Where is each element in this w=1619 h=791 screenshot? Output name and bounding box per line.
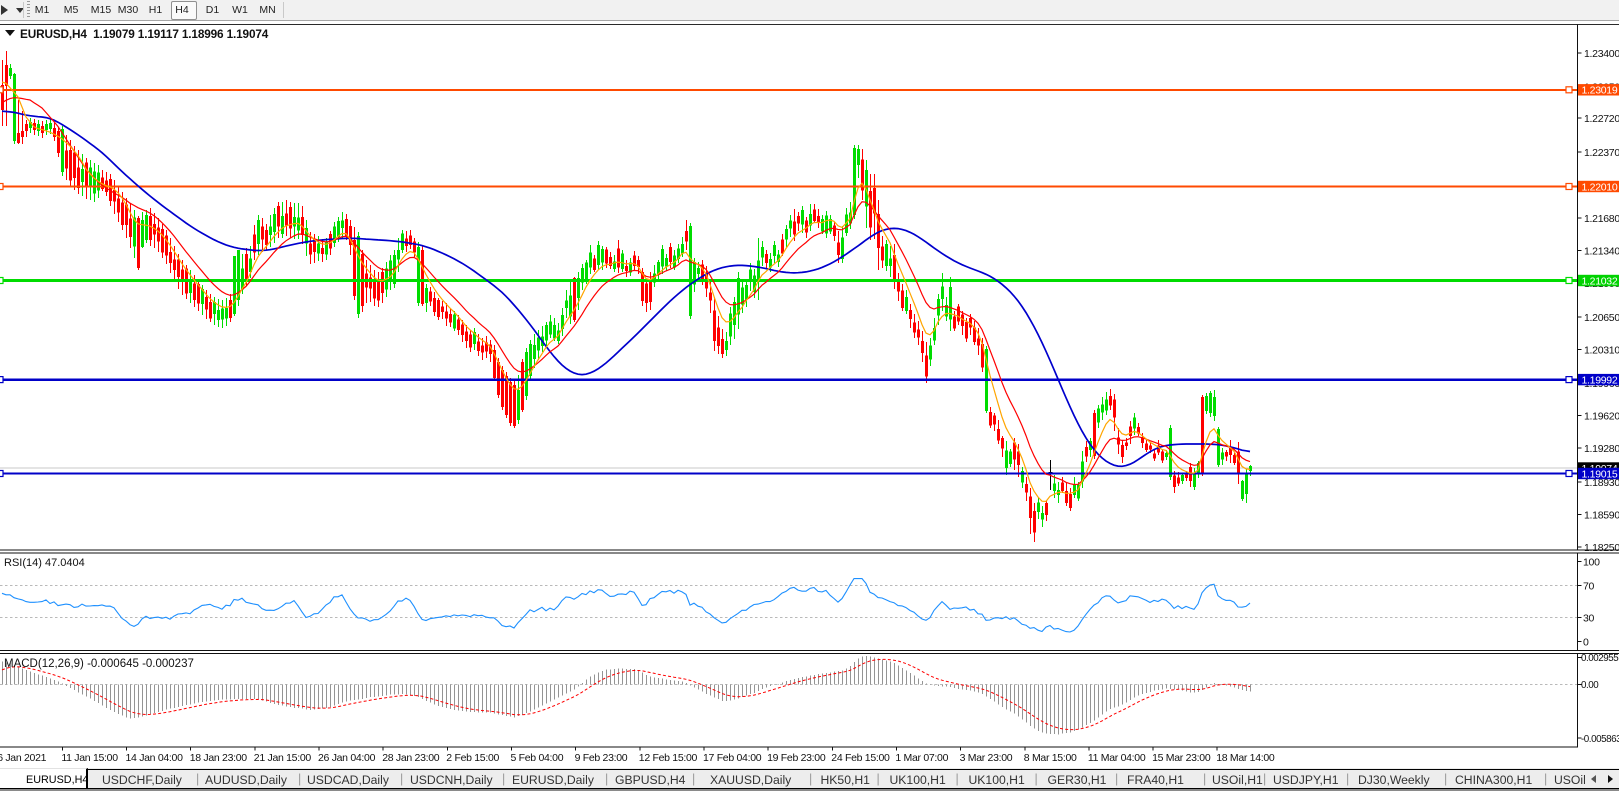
svg-text:0.002955: 0.002955 (1581, 653, 1619, 664)
svg-text:1.19280: 1.19280 (1584, 443, 1619, 455)
svg-text:-0.005863: -0.005863 (1581, 734, 1619, 745)
svg-text:14 Jan 04:00: 14 Jan 04:00 (126, 752, 184, 764)
svg-text:11 Jan 15:00: 11 Jan 15:00 (61, 752, 118, 764)
svg-text:19 Feb 23:00: 19 Feb 23:00 (767, 752, 826, 764)
svg-text:1.22370: 1.22370 (1584, 147, 1619, 159)
svg-text:8 Mar 15:00: 8 Mar 15:00 (1024, 752, 1077, 764)
svg-text:9 Feb 23:00: 9 Feb 23:00 (575, 752, 628, 764)
svg-text:1.21032: 1.21032 (1582, 275, 1618, 287)
svg-text:100: 100 (1583, 556, 1600, 568)
svg-text:1.19992: 1.19992 (1582, 375, 1618, 387)
svg-text:1.21340: 1.21340 (1584, 246, 1619, 258)
svg-text:5 Feb 04:00: 5 Feb 04:00 (511, 752, 564, 764)
svg-text:1.18590: 1.18590 (1584, 509, 1619, 521)
svg-text:15 Mar 23:00: 15 Mar 23:00 (1152, 752, 1211, 764)
svg-text:1.23019: 1.23019 (1582, 85, 1618, 97)
svg-text:1.19015: 1.19015 (1582, 468, 1618, 480)
svg-text:26 Jan 04:00: 26 Jan 04:00 (318, 752, 376, 764)
svg-text:RSI(14) 47.0404: RSI(14) 47.0404 (4, 557, 85, 569)
svg-text:28 Jan 23:00: 28 Jan 23:00 (382, 752, 440, 764)
svg-text:1.19620: 1.19620 (1584, 411, 1619, 423)
svg-text:21 Jan 15:00: 21 Jan 15:00 (254, 752, 312, 764)
svg-text:2 Feb 15:00: 2 Feb 15:00 (446, 752, 499, 764)
svg-text:3 Mar 23:00: 3 Mar 23:00 (960, 752, 1013, 764)
svg-text:1 Mar 07:00: 1 Mar 07:00 (895, 752, 948, 764)
svg-text:1.20650: 1.20650 (1584, 312, 1619, 324)
svg-text:1.23400: 1.23400 (1584, 48, 1619, 60)
svg-text:18 Mar 14:00: 18 Mar 14:00 (1216, 752, 1275, 764)
svg-text:11 Mar 04:00: 11 Mar 04:00 (1088, 752, 1146, 764)
svg-text:70: 70 (1583, 580, 1595, 592)
svg-text:MACD(12,26,9) -0.000645 -0.000: MACD(12,26,9) -0.000645 -0.000237 (4, 658, 194, 670)
svg-text:18 Jan 23:00: 18 Jan 23:00 (190, 752, 248, 764)
svg-text:1.18930: 1.18930 (1584, 477, 1619, 489)
svg-text:EURUSD,H4 1.19079 1.19117 1.1: EURUSD,H4 1.19079 1.19117 1.18996 1.1907… (20, 27, 269, 41)
svg-text:1.22720: 1.22720 (1584, 113, 1619, 125)
svg-text:30: 30 (1583, 613, 1595, 625)
svg-text:0.00: 0.00 (1581, 680, 1599, 691)
svg-text:6 Jan 2021: 6 Jan 2021 (0, 752, 47, 764)
svg-text:1.18250: 1.18250 (1584, 542, 1619, 554)
svg-text:1.22010: 1.22010 (1582, 181, 1618, 193)
svg-text:0: 0 (1583, 637, 1589, 649)
svg-text:1.21680: 1.21680 (1584, 213, 1619, 225)
svg-text:17 Feb 04:00: 17 Feb 04:00 (703, 752, 762, 764)
svg-text:12 Feb 15:00: 12 Feb 15:00 (639, 752, 698, 764)
svg-text:1.20310: 1.20310 (1584, 344, 1619, 356)
svg-text:24 Feb 15:00: 24 Feb 15:00 (831, 752, 890, 764)
